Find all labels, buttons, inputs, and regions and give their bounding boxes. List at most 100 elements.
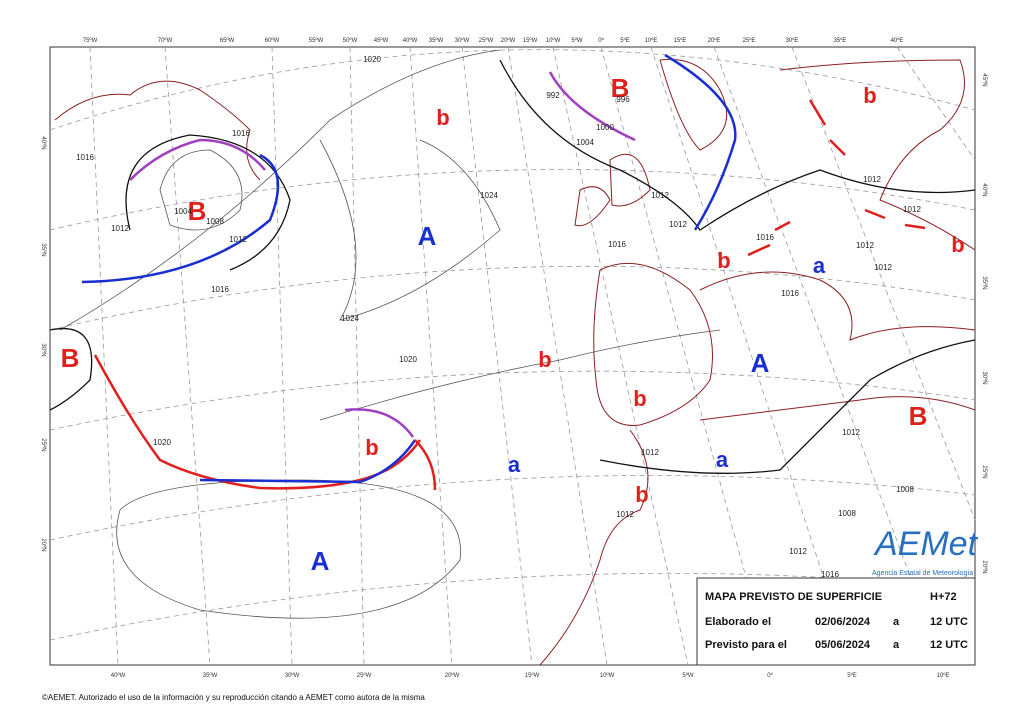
top-lon-label: 25ºW (479, 37, 494, 44)
isobars-main (49, 59, 976, 474)
pressure-center: A (751, 348, 770, 378)
top-lon-label: 15ºE (674, 37, 687, 44)
isobar-label: 1012 (616, 510, 634, 519)
isobar-label: 1012 (842, 428, 860, 437)
info-cell: Elaborado el (705, 616, 771, 628)
top-lon-label: 40ºW (403, 37, 418, 44)
bottom-lon-label: 25ºW (357, 672, 372, 679)
isobar-label: 1008 (838, 509, 856, 518)
top-lon-label: 15ºW (523, 37, 538, 44)
logo-name: AEMet (873, 525, 979, 563)
copyright: ©AEMET. Autorizado el uso de la informac… (42, 693, 425, 702)
isobar-label: 1012 (641, 448, 659, 457)
isobar-label: 1012 (903, 205, 921, 214)
isobars (59, 49, 721, 619)
isobar-label: 1012 (229, 235, 247, 244)
isobar-label: 1016 (781, 289, 799, 298)
bottom-lon-label: 15ºW (525, 672, 540, 679)
logo-subtitle: Agencia Estatal de Meteorología (872, 570, 973, 577)
pressure-center: B (188, 196, 207, 226)
right-lat-label: 20ºN (981, 560, 988, 573)
bottom-lon-label: 20ºW (445, 672, 460, 679)
left-lat-label: 30ºN (40, 343, 47, 356)
top-lon-label: 35ºE (834, 37, 847, 44)
isobar-label: 1020 (399, 355, 417, 364)
info-cell: Previsto para el (705, 639, 787, 651)
top-lon-label: 20ºW (501, 37, 516, 44)
pressure-center: b (717, 248, 730, 273)
top-lon-label: 30ºE (786, 37, 799, 44)
pressure-center: b (436, 105, 449, 130)
isobar-label: 1020 (153, 438, 171, 447)
top-lon-label: 5ºW (571, 37, 583, 44)
isobar-label: 1016 (608, 240, 626, 249)
top-lon-label: 25ºE (743, 37, 756, 44)
fronts (81, 53, 926, 491)
bottom-lon-label: 30ºW (285, 672, 300, 679)
pressure-center: a (508, 452, 521, 477)
isobar-label: 1012 (111, 224, 129, 233)
top-lon-label: 40ºE (891, 37, 904, 44)
pressure-center: b (951, 232, 964, 257)
isobar-label: 1012 (856, 241, 874, 250)
isobar-label: 992 (546, 91, 560, 100)
info-cell: 12 UTC (930, 639, 968, 651)
isobar-label: 1016 (756, 233, 774, 242)
bottom-lon-label: 35ºW (203, 672, 218, 679)
top-lon-label: 45ºW (374, 37, 389, 44)
right-lat-label: 40ºN (981, 183, 988, 196)
isobar-label: 1016 (821, 570, 839, 579)
pressure-center: A (418, 221, 437, 251)
pressure-center: B (611, 73, 630, 103)
isobar-label: 1024 (480, 191, 498, 200)
isobar-label: 1016 (232, 129, 250, 138)
bottom-lon-label: 5ºE (847, 672, 857, 679)
graticule (49, 46, 976, 666)
isobar-label: 1000 (596, 123, 614, 132)
top-lon-label: 60ºW (265, 37, 280, 44)
top-lon-label: 70ºW (158, 37, 173, 44)
isobar-label: 1024 (341, 314, 359, 323)
isobar-label: 1004 (576, 138, 594, 147)
info-cell: 02/06/2024 (815, 616, 871, 628)
info-cell: a (893, 616, 900, 628)
pressure-center: b (863, 83, 876, 108)
isobar-label: 996 (616, 95, 630, 104)
top-lon-label: 65ºW (220, 37, 235, 44)
right-lat-label: 35ºN (981, 276, 988, 289)
info-box (696, 577, 976, 666)
isobar-label: 1012 (874, 263, 892, 272)
top-lon-label: 10ºE (645, 37, 658, 44)
top-lon-label: 20ºE (708, 37, 721, 44)
info-cell: 05/06/2024 (815, 639, 871, 651)
top-lon-label: 30ºW (455, 37, 470, 44)
info-cell: a (893, 639, 900, 651)
isobar-label: 1012 (651, 191, 669, 200)
pressure-center: b (538, 347, 551, 372)
left-lat-label: 25ºN (40, 438, 47, 451)
info-cell: 12 UTC (930, 616, 968, 628)
isobar-label: 1012 (789, 547, 807, 556)
top-lon-label: 5ºE (620, 37, 630, 44)
left-lat-label: 20ºN (40, 538, 47, 551)
coastlines (54, 58, 976, 666)
pressure-center: B (909, 401, 928, 431)
pressure-center: a (716, 447, 729, 472)
pressure-center: a (813, 253, 826, 278)
info-range: H+72 (930, 591, 957, 603)
top-lon-label: 10ºW (546, 37, 561, 44)
left-lat-label: 40ºN (40, 136, 47, 149)
bottom-lon-label: 5ºW (682, 672, 694, 679)
isobar-label: 1016 (76, 153, 94, 162)
right-lat-label: 45ºN (981, 73, 988, 86)
top-lon-label: 75ºW (83, 37, 98, 44)
top-lon-label: 35ºW (429, 37, 444, 44)
info-title: MAPA PREVISTO DE SUPERFICIE (705, 591, 882, 603)
top-lon-label: 50ºW (343, 37, 358, 44)
bottom-lon-label: 0º (767, 672, 773, 679)
isobar-label: 1016 (211, 285, 229, 294)
pressure-center: B (61, 343, 80, 373)
isobar-label: 1008 (206, 217, 224, 226)
right-lat-label: 25ºN (981, 465, 988, 478)
